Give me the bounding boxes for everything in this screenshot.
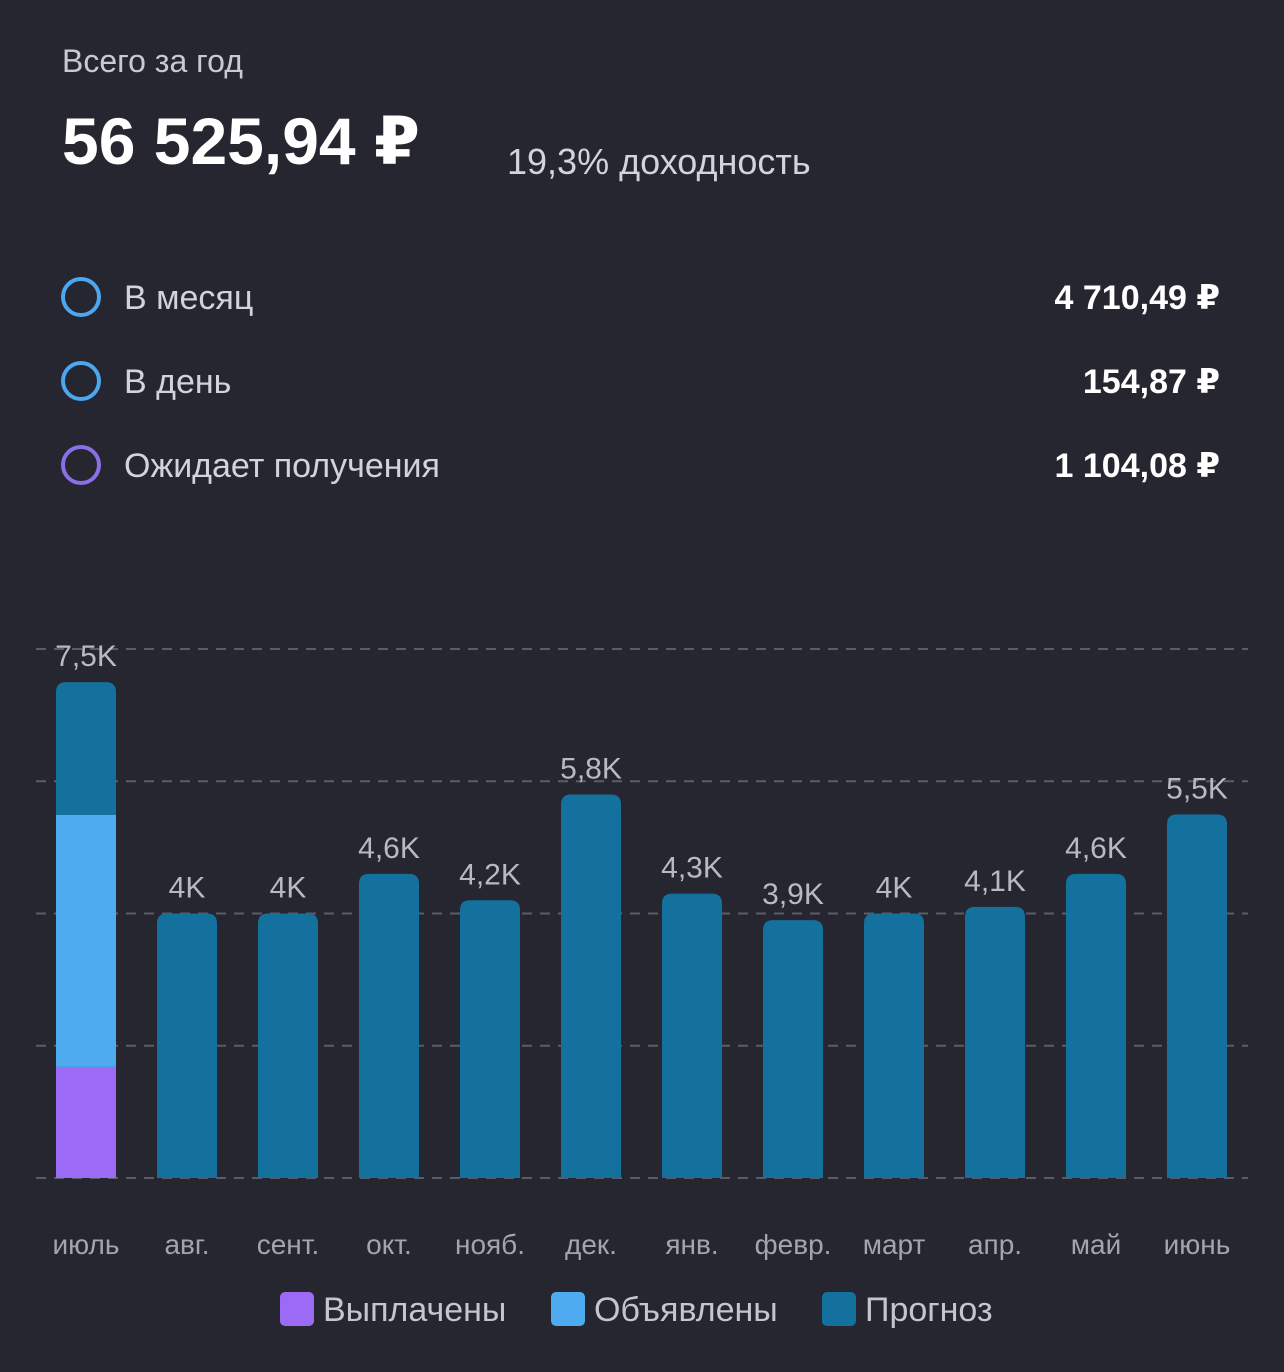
bar-total-label: 3,9K <box>762 878 824 911</box>
x-tick-label: янв. <box>665 1229 718 1260</box>
bar-segment <box>763 920 823 1178</box>
x-tick-label: нояб. <box>455 1229 525 1260</box>
legend-label: Объявлены <box>594 1291 778 1329</box>
bar-segment <box>460 900 520 1178</box>
row-icon <box>61 361 101 401</box>
bar-total-label: 4,3K <box>661 852 723 885</box>
bar-total-label: 4K <box>270 872 307 905</box>
x-tick-label: февр. <box>755 1229 832 1260</box>
bar-segment <box>662 893 722 1178</box>
bar-total-label: 7,5K <box>55 640 117 673</box>
bar-segment <box>864 913 924 1178</box>
bar-total-label: 5,8K <box>560 752 622 785</box>
x-tick-label: авг. <box>164 1229 209 1260</box>
bar-segment <box>157 913 217 1178</box>
bar-segment <box>56 814 116 1067</box>
bar-total-label: 4K <box>169 872 206 905</box>
row-label: Ожидает получения <box>124 447 440 485</box>
row-value: 1 104,08 ₽ <box>1055 447 1220 485</box>
row-label: В день <box>124 363 231 401</box>
header-total: 56 525,94 ₽ <box>62 104 420 178</box>
bar-segment <box>1066 873 1126 1178</box>
row-label: В месяц <box>124 279 253 317</box>
x-tick-label: март <box>863 1229 926 1260</box>
legend-swatch <box>822 1292 856 1326</box>
bar-total-label: 4,2K <box>459 858 521 891</box>
summary-rows: В месяц 4 710,49 ₽ В день 154,87 ₽ Ожидает п… <box>61 277 1220 485</box>
bar-segment <box>56 682 116 815</box>
chart: 7,5K июль 4K авг. 4K сент. 4,6K окт. 4,2K нояб. 5,… <box>36 640 1248 1329</box>
x-tick-label: сент. <box>257 1229 320 1260</box>
bar-segment <box>258 913 318 1178</box>
legend-label: Прогноз <box>865 1291 993 1329</box>
bar-total-label: 4,1K <box>964 865 1026 898</box>
bar-total-label: 4,6K <box>358 832 420 865</box>
row-value: 4 710,49 ₽ <box>1055 279 1220 317</box>
x-tick-label: май <box>1071 1229 1121 1260</box>
header-label: Всего за год <box>62 43 243 79</box>
legend-swatch <box>280 1292 314 1326</box>
x-tick-label: дек. <box>565 1229 617 1260</box>
bar-total-label: 4K <box>876 872 913 905</box>
header-yield: 19,3% доходность <box>507 141 811 182</box>
bar-segment <box>56 1066 116 1178</box>
legend-label: Выплачены <box>323 1291 506 1329</box>
x-tick-label: июль <box>53 1229 120 1260</box>
bar-segment <box>359 873 419 1178</box>
bar-segment <box>965 906 1025 1178</box>
bar-total-label: 4,6K <box>1065 832 1127 865</box>
x-tick-label: апр. <box>968 1229 1022 1260</box>
bar-total-label: 5,5K <box>1166 772 1228 805</box>
x-tick-label: июнь <box>1164 1229 1231 1260</box>
legend-swatch <box>551 1292 585 1326</box>
row-icon <box>61 277 101 317</box>
row-icon <box>61 445 101 485</box>
row-value: 154,87 ₽ <box>1083 363 1220 401</box>
bar-segment <box>561 794 621 1178</box>
x-tick-label: окт. <box>366 1229 412 1260</box>
bar-segment <box>1167 814 1227 1178</box>
